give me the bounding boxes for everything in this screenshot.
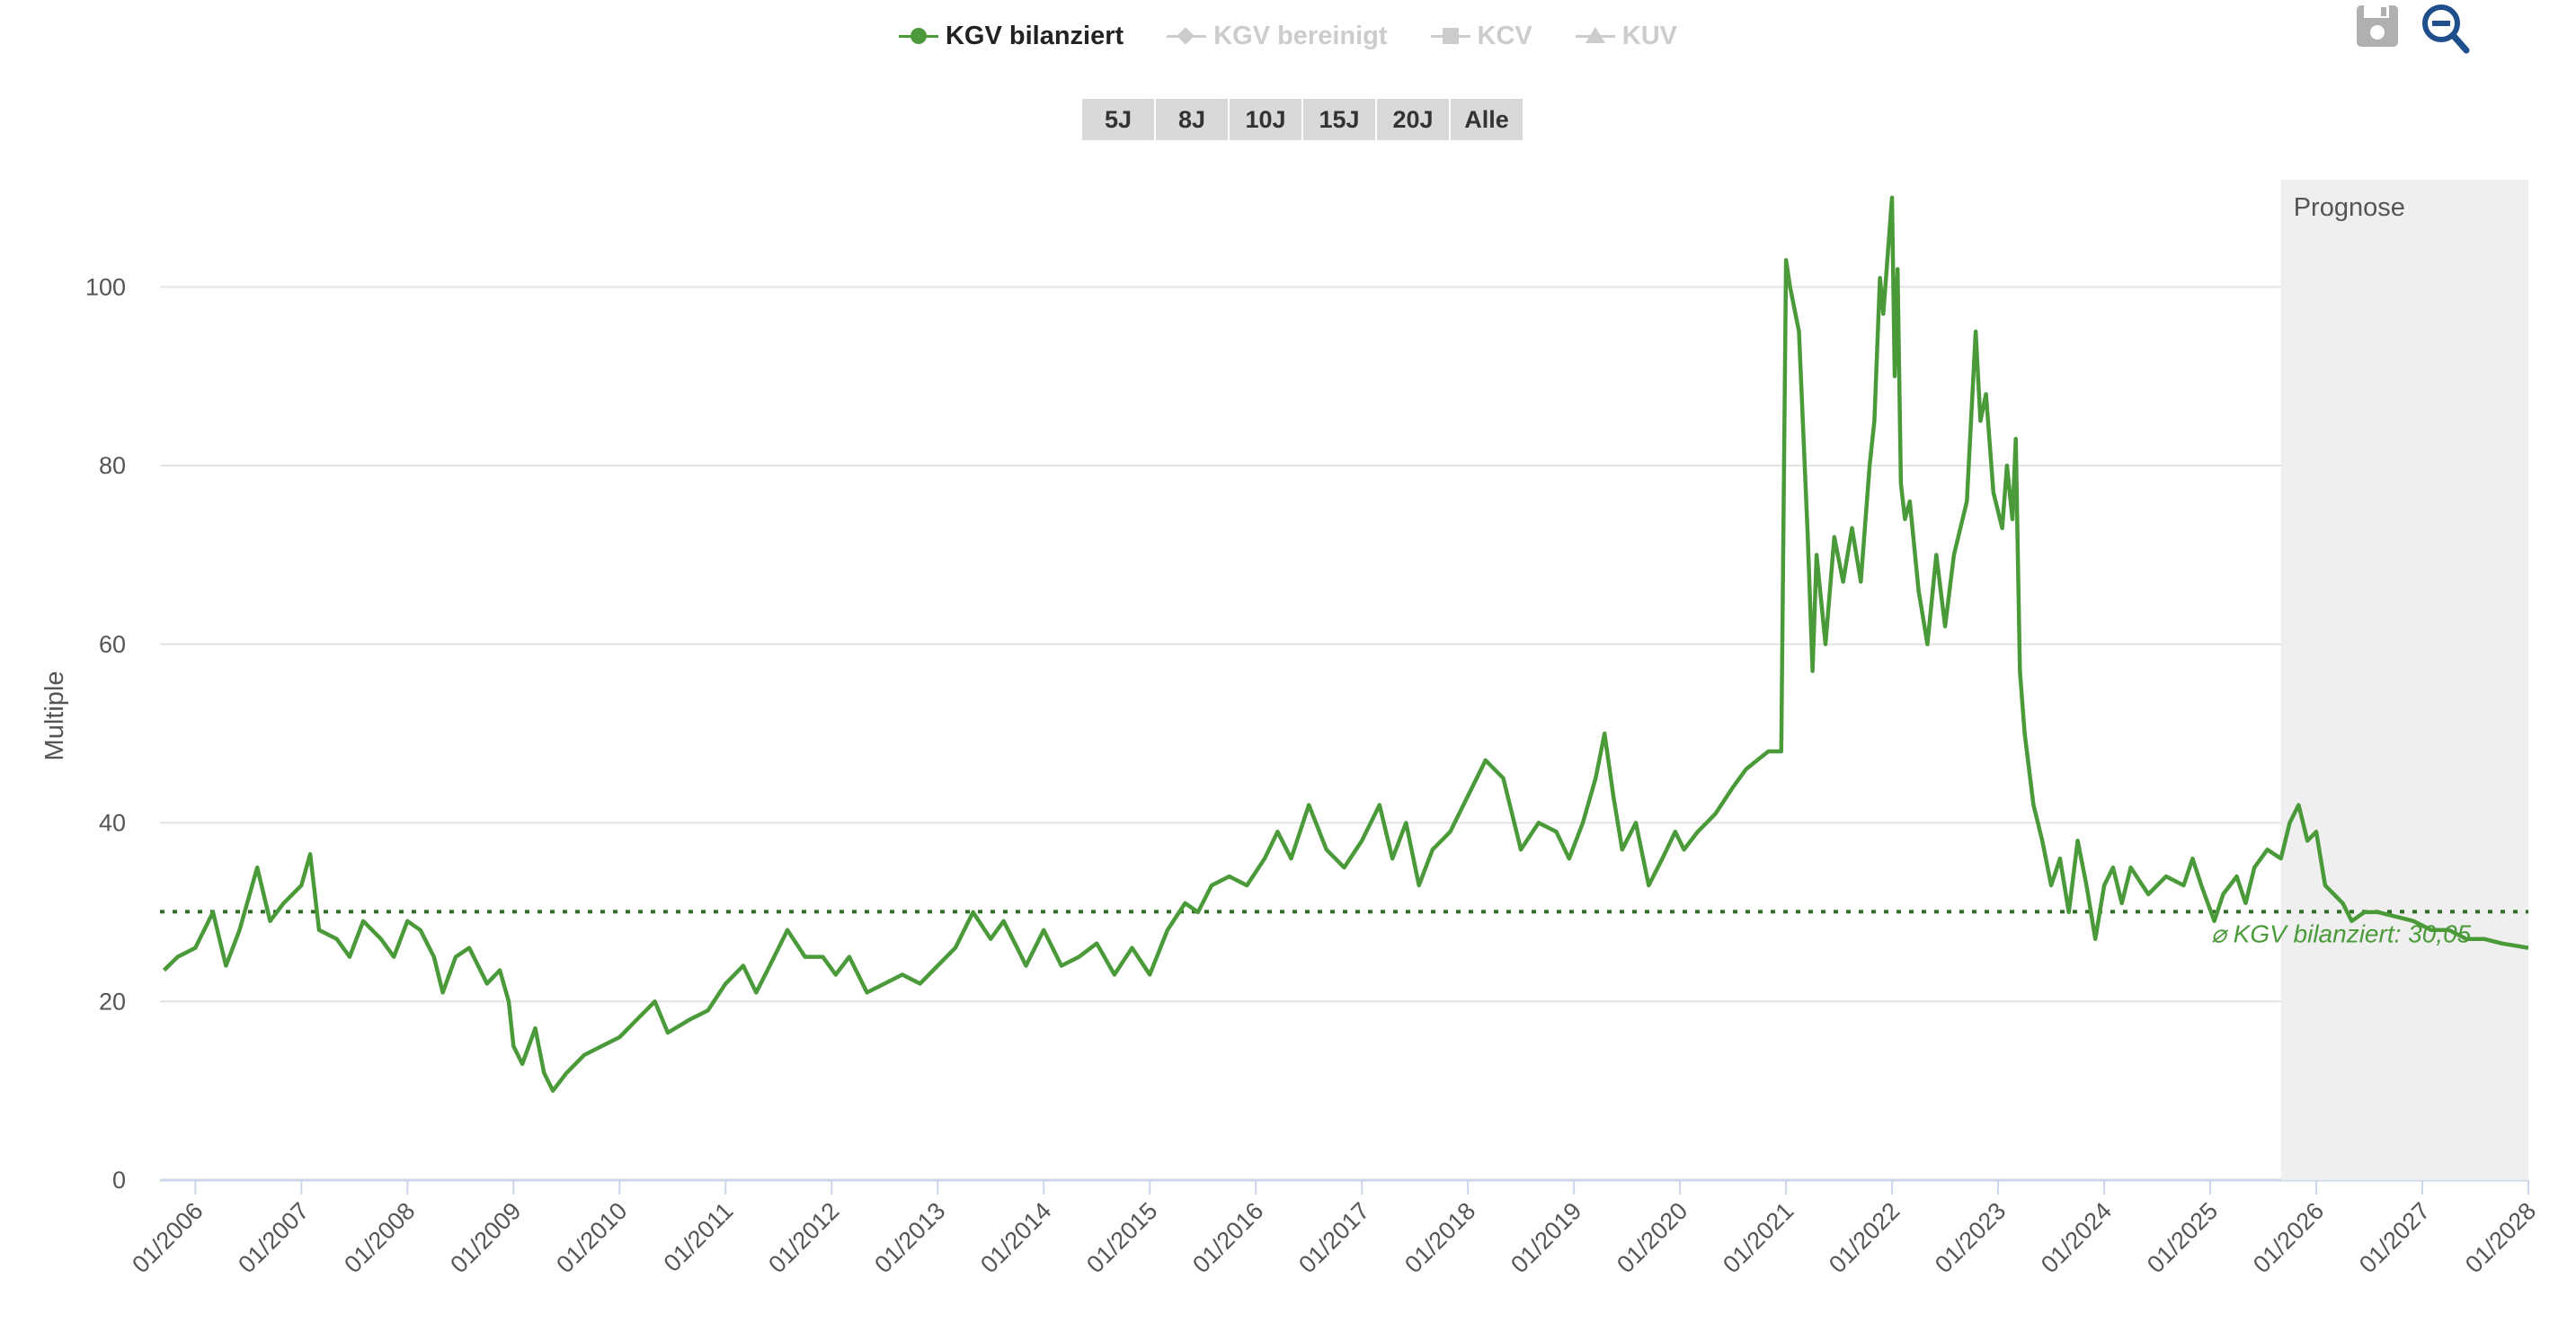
- y-axis-title: Multiple: [40, 671, 69, 761]
- x-tick-label: 01/2024: [2036, 1197, 2117, 1278]
- diamond-marker-icon: [1167, 27, 1207, 45]
- legend-label: KGV bereinigt: [1213, 21, 1388, 50]
- legend-item-kgv-bereinigt[interactable]: KGV bereinigt: [1167, 18, 1388, 54]
- x-tick-label: 01/2022: [1824, 1197, 1905, 1278]
- x-tick-label: 01/2011: [659, 1197, 739, 1277]
- x-tick-label: 01/2015: [1081, 1197, 1162, 1278]
- range-button-10j[interactable]: 10J: [1230, 99, 1301, 140]
- forecast-band: [2280, 180, 2528, 1180]
- average-label: ⌀ KGV bilanziert: 30,05: [2211, 919, 2472, 947]
- range-button-5j[interactable]: 5J: [1082, 99, 1154, 140]
- legend-item-kcv[interactable]: KCV: [1430, 18, 1532, 54]
- x-tick-label: 01/2019: [1506, 1197, 1586, 1278]
- triangle-marker-icon: [1575, 27, 1615, 45]
- series-line-kgv-bilanziert: [162, 195, 2529, 1093]
- y-tick-label: 0: [112, 1167, 126, 1194]
- x-tick-label: 01/2017: [1293, 1197, 1374, 1278]
- x-tick-label: 01/2006: [127, 1197, 208, 1278]
- x-tick-label: 01/2014: [975, 1197, 1056, 1278]
- x-tick-label: 01/2028: [2460, 1197, 2541, 1278]
- range-button-alle[interactable]: Alle: [1451, 99, 1523, 140]
- range-button-20j[interactable]: 20J: [1377, 99, 1449, 140]
- square-marker-icon: [1430, 27, 1470, 45]
- zoom-out-icon[interactable]: [2420, 0, 2470, 54]
- legend-label: KUV: [1621, 21, 1678, 50]
- x-tick-label: 01/2016: [1187, 1197, 1268, 1278]
- range-button-15j[interactable]: 15J: [1303, 99, 1375, 140]
- y-tick-label: 60: [99, 631, 126, 658]
- x-tick-label: 01/2021: [1718, 1197, 1799, 1278]
- y-tick-label: 80: [99, 452, 126, 479]
- save-icon[interactable]: [2353, 0, 2403, 54]
- y-tick-label: 20: [99, 988, 126, 1015]
- x-tick-label: 01/2025: [2142, 1197, 2223, 1278]
- range-button-8j[interactable]: 8J: [1156, 99, 1228, 140]
- legend-item-kuv[interactable]: KUV: [1575, 18, 1678, 54]
- forecast-label: Prognose: [2294, 193, 2405, 222]
- legend-label: KCV: [1477, 21, 1532, 50]
- x-tick-label: 01/2010: [551, 1197, 632, 1278]
- y-tick-label: 40: [99, 810, 126, 837]
- range-selector: 5J 8J 10J 15J 20J Alle: [1082, 99, 1523, 140]
- x-tick-label: 01/2023: [1930, 1197, 2011, 1278]
- chart-legend: KGV bilanziert KGV bereinigt KCV KUV: [0, 18, 2576, 54]
- x-tick-label: 01/2018: [1399, 1197, 1480, 1278]
- x-tick-label: 01/2027: [2354, 1197, 2435, 1278]
- y-tick-label: 100: [85, 273, 126, 300]
- x-tick-label: 01/2012: [763, 1197, 844, 1278]
- x-tick-label: 01/2026: [2248, 1197, 2329, 1278]
- x-tick-label: 01/2013: [869, 1197, 950, 1278]
- legend-label: KGV bilanziert: [945, 21, 1124, 50]
- circle-marker-icon: [898, 27, 938, 45]
- chart-toolbar: [2353, 0, 2470, 54]
- legend-item-kgv-bilanziert[interactable]: KGV bilanziert: [898, 18, 1124, 54]
- x-tick-label: 01/2008: [339, 1197, 420, 1278]
- x-tick-label: 01/2009: [445, 1197, 526, 1278]
- x-tick-label: 01/2020: [1612, 1197, 1692, 1278]
- x-tick-label: 01/2007: [233, 1197, 314, 1278]
